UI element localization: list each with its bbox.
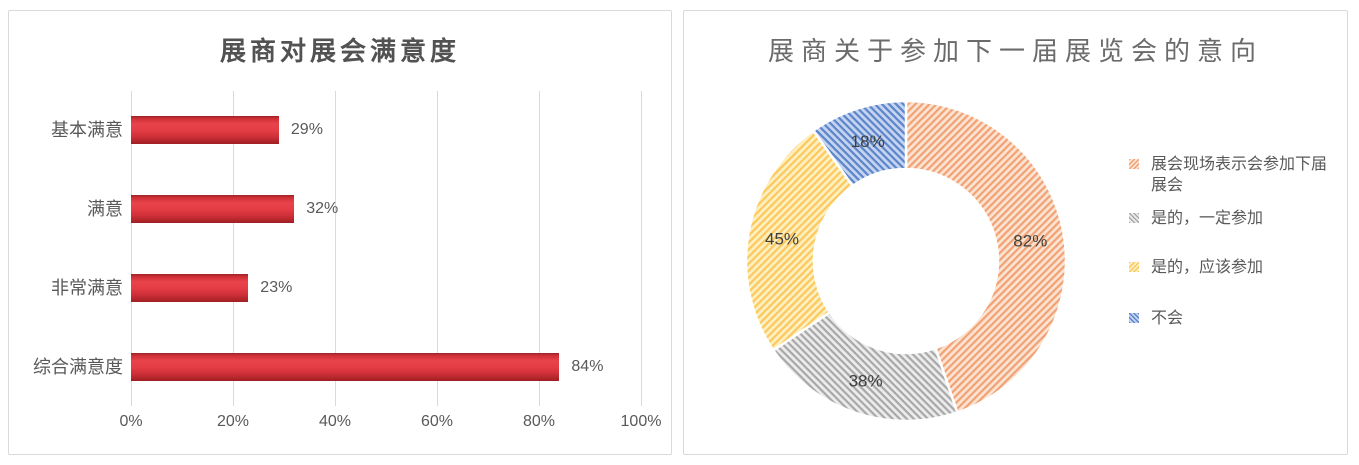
gridline bbox=[131, 91, 132, 406]
donut-chart: 82% 38% 45% 18% bbox=[744, 99, 1068, 423]
legend-swatch-icon bbox=[1129, 213, 1139, 223]
gridline bbox=[641, 91, 642, 406]
donut-slice-label: 18% bbox=[851, 132, 885, 151]
x-axis-tick-label: 60% bbox=[420, 413, 454, 430]
bar bbox=[131, 195, 295, 224]
donut-chart-panel[interactable]: 展商关于参加下一届展览会的意向 82% 38% 45% 18% 展会现场表示会参加下届… bbox=[683, 10, 1348, 455]
legend-item-label: 不会 bbox=[1151, 310, 1184, 327]
x-axis-tick-label: 100% bbox=[620, 413, 662, 430]
bar-value-label: 29% bbox=[290, 121, 323, 139]
legend-item: 展会现场表示会参加下届展会 bbox=[1129, 154, 1341, 196]
category-label: 满意 bbox=[87, 199, 123, 220]
donut-slice-label: 38% bbox=[849, 371, 883, 390]
legend-item-label: 是的，一定参加 bbox=[1151, 210, 1264, 227]
bar-chart-panel[interactable]: 展商对展会满意度 0% 20% 40% 60% 80% 100% 基本满意 29% 满意 32% 非… bbox=[8, 10, 672, 455]
bar-value-label: 84% bbox=[571, 357, 604, 375]
gridline bbox=[335, 91, 336, 406]
category-label: 综合满意度 bbox=[33, 356, 123, 377]
donut-chart-title: 展商关于参加下一届展览会的意向 bbox=[767, 37, 1263, 66]
bar bbox=[131, 116, 279, 145]
donut-slice-label: 82% bbox=[1013, 232, 1047, 251]
donut-slice bbox=[904, 99, 1068, 415]
x-axis-tick-label: 40% bbox=[318, 413, 352, 430]
x-axis-tick-label: 0% bbox=[119, 413, 143, 430]
gridline bbox=[437, 91, 438, 406]
donut-slice-label: 45% bbox=[765, 229, 799, 248]
legend-item: 不会 bbox=[1129, 308, 1341, 329]
bar-chart-title: 展商对展会满意度 bbox=[219, 37, 460, 66]
bar bbox=[131, 273, 249, 302]
gridline bbox=[233, 91, 234, 406]
legend-item: 是的，应该参加 bbox=[1129, 257, 1341, 278]
legend-item-label: 展会现场表示会参加下届展会 bbox=[1151, 156, 1328, 194]
x-axis-tick-label: 20% bbox=[216, 413, 250, 430]
bar bbox=[131, 352, 560, 381]
legend-swatch-icon bbox=[1129, 313, 1139, 323]
legend-item-label: 是的，应该参加 bbox=[1151, 259, 1264, 276]
bar-value-label: 23% bbox=[260, 278, 293, 296]
donut-slice bbox=[744, 128, 855, 353]
legend-item: 是的，一定参加 bbox=[1129, 208, 1341, 229]
bar-value-label: 32% bbox=[306, 200, 339, 218]
legend-swatch-icon bbox=[1129, 159, 1139, 169]
legend-swatch-icon bbox=[1129, 262, 1139, 272]
category-label: 基本满意 bbox=[51, 120, 123, 141]
category-label: 非常满意 bbox=[51, 277, 123, 298]
gridline bbox=[539, 91, 540, 406]
x-axis-tick-label: 80% bbox=[522, 413, 556, 430]
donut-slice bbox=[811, 99, 908, 188]
